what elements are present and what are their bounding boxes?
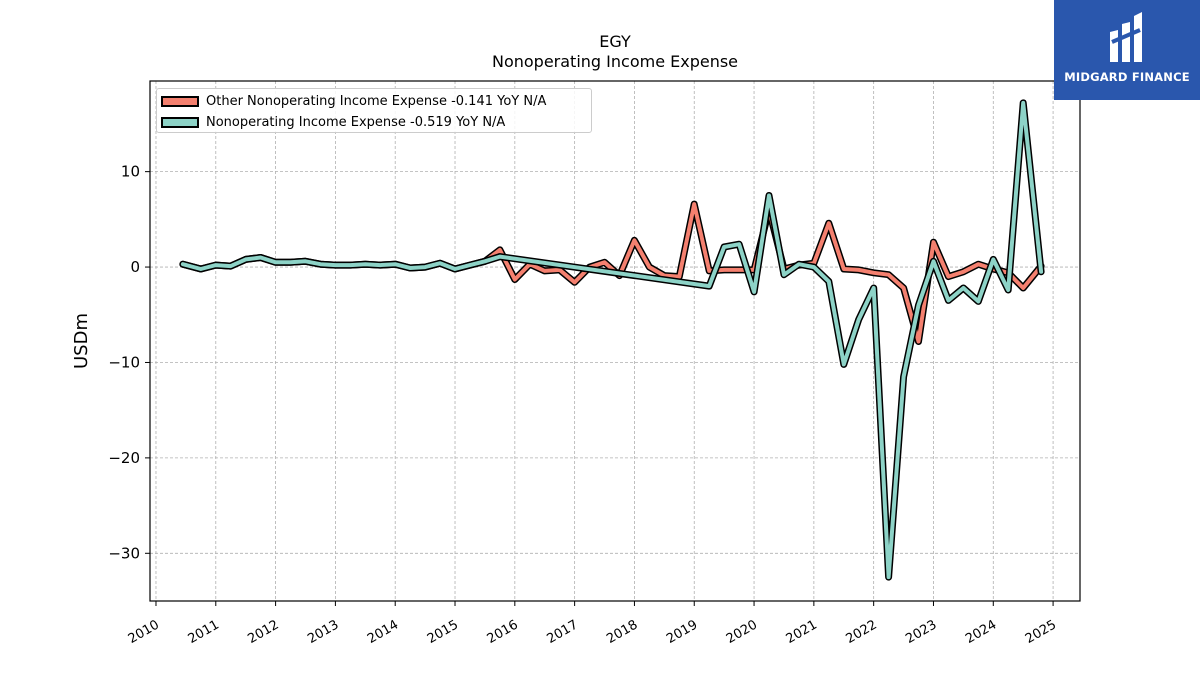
x-tick-label: 2020 <box>724 617 760 647</box>
x-tick-label: 2023 <box>903 617 939 647</box>
series-layer <box>179 99 1045 581</box>
x-tick-label: 2017 <box>544 617 580 647</box>
legend-swatch-other-nonoperating <box>161 95 199 107</box>
y-tick-label: 10 <box>121 163 140 181</box>
x-tick-label: 2022 <box>844 617 880 647</box>
x-tick-label: 2024 <box>963 617 999 647</box>
brand-logo: MIDGARD FINANCE <box>1054 0 1200 100</box>
x-tick-label: 2012 <box>245 617 281 647</box>
y-tick-label: −20 <box>108 449 140 467</box>
plot-frame <box>149 80 1081 602</box>
x-tick-label: 2016 <box>485 617 521 647</box>
x-tick-label: 2021 <box>784 617 820 647</box>
axes: 2010 2011 2012 2013 2014 2015 2016 2017 2018 2019… <box>108 163 1059 647</box>
grid-lines <box>150 81 1080 601</box>
x-tick-label: 2013 <box>305 617 341 647</box>
x-tick-label: 2025 <box>1023 617 1059 647</box>
legend-label-other-nonoperating: Other Nonoperating Income Expense -0.141… <box>206 93 547 109</box>
x-tick-label: 2018 <box>604 617 640 647</box>
chart-subtitle: Nonoperating Income Expense <box>491 52 739 71</box>
x-tick-label: 2011 <box>186 617 222 647</box>
x-tick-label: 2015 <box>425 617 461 647</box>
x-tick-label: 2014 <box>365 617 401 647</box>
legend-swatch-nonoperating <box>161 116 199 128</box>
legend-label-nonoperating: Nonoperating Income Expense -0.519 YoY N… <box>206 114 506 130</box>
legend-item-nonoperating: Nonoperating Income Expense -0.519 YoY N… <box>161 113 505 131</box>
series-1-line <box>180 100 1044 580</box>
y-tick-label: −10 <box>108 353 140 371</box>
y-tick-label: 0 <box>130 258 140 276</box>
chart-title: EGY <box>599 32 631 51</box>
legend-item-other-nonoperating: Other Nonoperating Income Expense -0.141… <box>161 92 546 110</box>
legend: Other Nonoperating Income Expense -0.141… <box>156 88 592 133</box>
logo-text: MIDGARD FINANCE <box>1064 70 1190 84</box>
y-tick-label: −30 <box>108 544 140 562</box>
y-axis-label: USDm <box>71 313 92 369</box>
x-tick-label: 2019 <box>664 617 700 647</box>
logo-mark-icon <box>1110 12 1142 62</box>
x-tick-label: 2010 <box>126 617 162 647</box>
